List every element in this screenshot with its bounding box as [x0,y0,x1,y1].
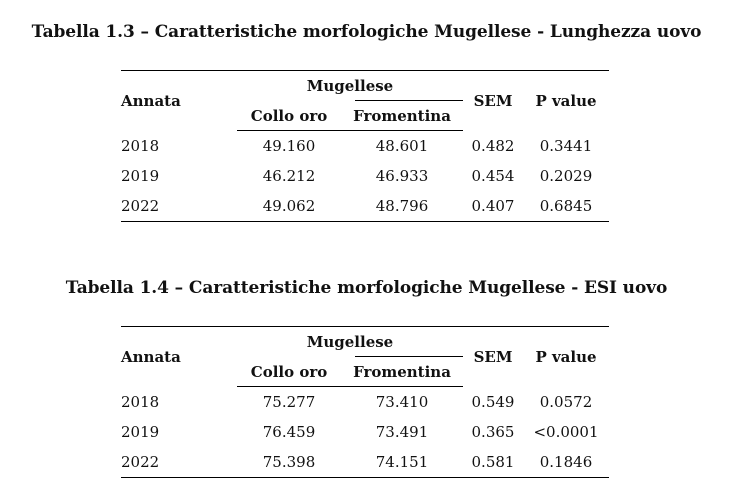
table-row: 2018 49.160 48.601 0.482 0.3441 [121,131,609,162]
group-label: Mugellese [306,333,394,351]
cell-pvalue: <0.0001 [533,423,599,441]
cell-pvalue: 0.2029 [539,167,593,185]
cell-collo-oro: 76.459 [262,423,316,441]
cell-collo-oro: 49.062 [237,191,341,222]
table-row: 2018 75.277 73.410 0.549 0.0572 [121,387,609,418]
cell-pvalue: 0.0572 [539,392,593,411]
table-caption: Tabella 1.4 – Caratteristiche morfologic… [65,278,668,298]
table-row: 2019 46.212 46.933 0.454 0.2029 [121,161,609,191]
column-header-pvalue: P value [523,70,609,131]
cell-sem: 0.454 [471,167,515,185]
cell-sem: 0.581 [463,447,523,478]
table-row: 2022 75.398 74.151 0.581 0.1846 [121,447,609,478]
cell-fromentina: 73.491 [375,423,429,441]
table-caption: Tabella 1.3 – Caratteristiche morfologic… [31,22,702,42]
column-header-sem: SEM [463,70,523,131]
column-group-header: Mugellese [237,70,463,101]
cell-year: 2022 [121,447,237,478]
cell-pvalue: 0.1846 [523,447,609,478]
cell-fromentina: 73.410 [375,393,429,411]
group-underline [355,356,463,357]
cell-fromentina: 48.601 [375,137,429,155]
cell-collo-oro: 46.212 [262,167,316,185]
cell-fromentina: 74.151 [341,447,463,478]
cell-sem: 0.365 [471,423,515,441]
cell-collo-oro: 75.277 [262,393,316,411]
cell-pvalue: 0.6845 [523,191,609,222]
cell-year: 2018 [121,392,160,411]
cell-sem: 0.482 [471,136,515,155]
group-label: Mugellese [306,77,394,95]
cell-year: 2018 [121,136,160,155]
cell-fromentina: 48.796 [341,191,463,222]
cell-year: 2019 [121,423,160,441]
column-header-fromentina: Fromentina [341,101,463,131]
data-table-egg-esi: Annata Mugellese SEM P value Collo oro F… [121,326,609,478]
table-row: 2022 49.062 48.796 0.407 0.6845 [121,191,609,222]
column-header-sem: SEM [463,326,523,387]
table-row: 2019 76.459 73.491 0.365 <0.0001 [121,417,609,447]
column-header-annata: Annata [121,70,237,131]
cell-year: 2022 [121,191,237,222]
cell-sem: 0.407 [463,191,523,222]
column-header-collo-oro: Collo oro [237,357,341,387]
column-header-fromentina: Fromentina [341,357,463,387]
group-underline [355,100,463,101]
cell-fromentina: 46.933 [375,167,429,185]
cell-pvalue: 0.3441 [539,136,593,155]
cell-year: 2019 [121,167,160,185]
cell-collo-oro: 75.398 [237,447,341,478]
column-header-pvalue: P value [523,326,609,387]
column-header-annata: Annata [121,326,237,387]
column-group-header: Mugellese [237,326,463,357]
cell-sem: 0.549 [471,392,515,411]
column-header-collo-oro: Collo oro [237,101,341,131]
cell-collo-oro: 49.160 [262,137,316,155]
data-table-egg-length: Annata Mugellese SEM P value Collo oro F… [121,70,609,222]
